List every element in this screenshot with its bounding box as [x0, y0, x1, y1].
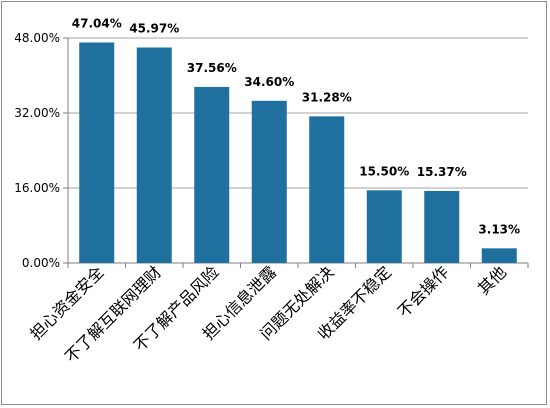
data-label: 37.56%: [187, 61, 237, 75]
y-tick-label: 32.00%: [14, 106, 60, 120]
bars: [79, 42, 517, 263]
bar: [251, 100, 287, 263]
x-category-label: 不了解互联网理财: [61, 262, 165, 366]
y-tick-label: 16.00%: [14, 181, 60, 195]
y-axis-tick-labels: 0.00% 16.00% 32.00% 48.00%: [14, 31, 60, 270]
bar: [424, 190, 460, 263]
data-label: 47.04%: [72, 17, 122, 31]
y-tick-label: 48.00%: [14, 31, 60, 45]
x-axis-category-labels: 担心资金安全不了解互联网理财不了解产品风险担心信息泄露问题无处解决收益率不稳定不…: [26, 262, 510, 366]
data-label: 34.60%: [244, 75, 294, 89]
bar: [366, 190, 402, 263]
y-tick-label: 0.00%: [22, 256, 60, 270]
data-labels: 47.04% 45.97% 37.56% 34.60% 31.28% 15.50% 15.3…: [72, 17, 520, 237]
bar: [79, 42, 115, 263]
data-label: 45.97%: [129, 22, 179, 36]
x-category-label: 其他: [474, 262, 510, 298]
data-label: 15.37%: [417, 165, 467, 179]
bar: [309, 116, 345, 263]
bar: [194, 86, 230, 263]
bar: [481, 248, 517, 263]
x-category-label: 不会操作: [394, 262, 453, 321]
data-label: 31.28%: [302, 90, 352, 104]
data-label: 15.50%: [359, 164, 409, 178]
bar: [136, 47, 172, 263]
data-label: 3.13%: [478, 222, 520, 236]
